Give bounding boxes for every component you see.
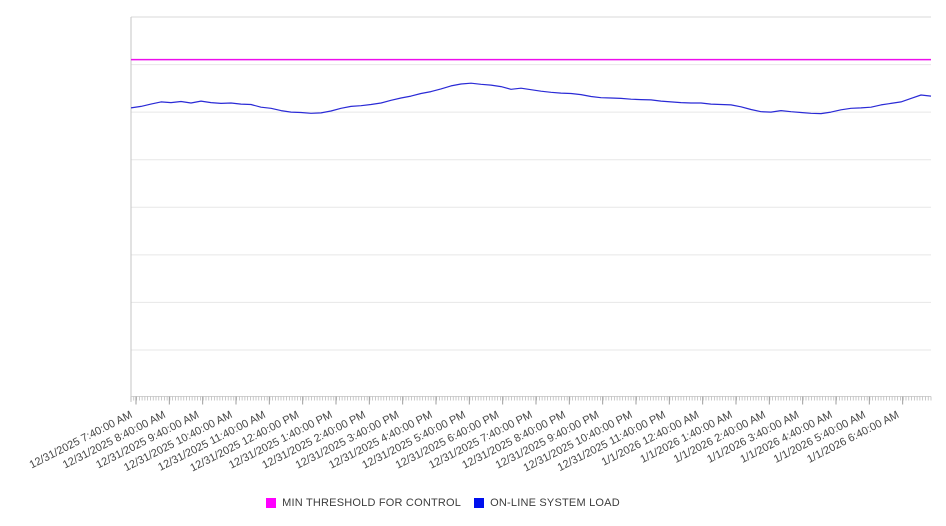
legend-item-min-threshold[interactable]: MIN THRESHOLD FOR CONTROL [266,497,461,509]
legend-item-system-load[interactable]: ON-LINE SYSTEM LOAD [474,497,620,509]
legend-label-system-load: ON-LINE SYSTEM LOAD [490,497,620,509]
online-system-load-line [130,82,932,115]
legend-swatch-threshold [266,498,277,508]
legend-swatch-load [474,498,485,508]
chart-legend: MIN THRESHOLD FOR CONTROL ON-LINE SYSTEM… [0,497,916,509]
legend-label-min-threshold: MIN THRESHOLD FOR CONTROL [282,497,462,509]
